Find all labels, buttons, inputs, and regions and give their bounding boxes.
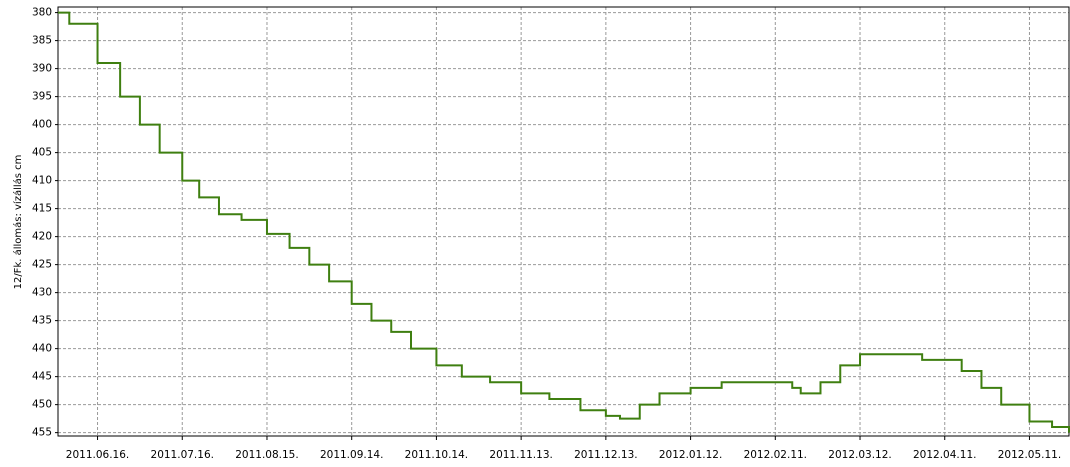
- y-tick-label: 385: [32, 35, 52, 47]
- y-tick-label: 440: [32, 343, 52, 355]
- y-tick-label: 410: [32, 175, 52, 187]
- y-tick-label: 425: [32, 259, 52, 271]
- x-tick-label: 2012.05.11.: [998, 449, 1061, 461]
- y-tick-label: 405: [32, 147, 52, 159]
- x-tick-label: 2011.12.13.: [574, 449, 637, 461]
- plot-frame: [57, 6, 1070, 437]
- x-tick-label: 2011.06.16.: [66, 449, 129, 461]
- y-tick-label: 435: [32, 315, 52, 327]
- y-tick-label: 380: [32, 7, 52, 19]
- data-line: [58, 11, 1070, 433]
- y-tick-label: 390: [32, 63, 52, 75]
- y-tick-label: 420: [32, 231, 52, 243]
- x-tick-label: 2012.01.12.: [659, 449, 722, 461]
- y-tick-label: 445: [32, 371, 52, 383]
- x-tick-label: 2011.07.16.: [151, 449, 214, 461]
- x-tick-label: 2012.04.11.: [913, 449, 976, 461]
- x-tick-label: 2012.02.11.: [744, 449, 807, 461]
- y-tick-label: 455: [32, 427, 52, 439]
- y-tick-label: 430: [32, 287, 52, 299]
- y-tick-label: 415: [32, 203, 52, 215]
- x-tick-label: 2011.11.13.: [489, 449, 552, 461]
- y-axis-label: 12/Fk. állomás: vízállás cm: [12, 155, 24, 290]
- x-tick-label: 2012.03.12.: [828, 449, 891, 461]
- y-tick-label: 400: [32, 119, 52, 131]
- y-tick-label: 450: [32, 399, 52, 411]
- y-tick-label: 395: [32, 91, 52, 103]
- x-tick-label: 2011.10.14.: [405, 449, 468, 461]
- x-tick-label: 2011.08.15.: [235, 449, 298, 461]
- x-tick-label: 2011.09.14.: [320, 449, 383, 461]
